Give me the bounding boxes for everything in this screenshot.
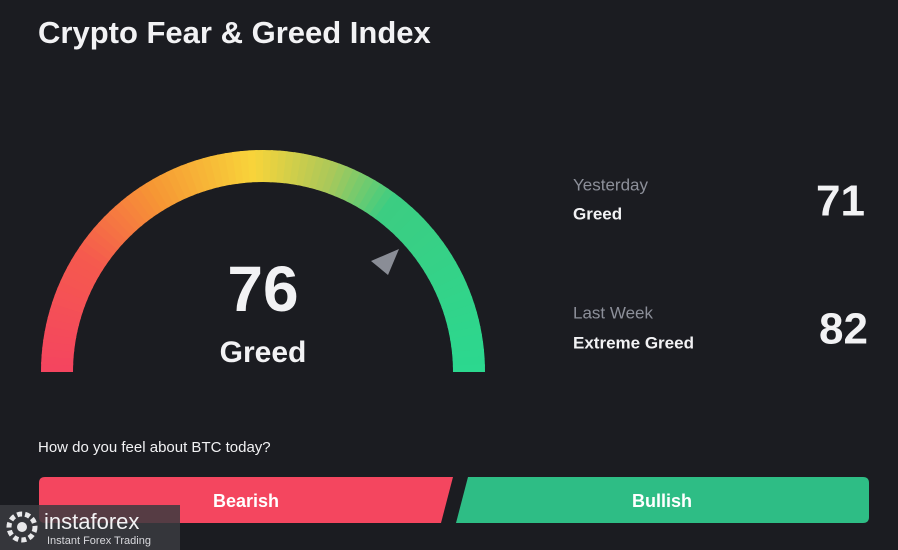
watermark-bg — [0, 505, 180, 550]
bullish-button[interactable]: Bullish — [456, 477, 869, 523]
history-period: Yesterday — [573, 175, 648, 194]
watermark-brand: instaforex — [44, 509, 139, 534]
bullish-button-label[interactable]: Bullish — [632, 491, 692, 511]
history-value: 71 — [816, 177, 865, 226]
bearish-button-label[interactable]: Bearish — [213, 491, 279, 511]
watermark-logo-core — [17, 522, 27, 532]
history-value: 82 — [819, 305, 868, 354]
watermark-logo — [6, 511, 38, 543]
gauge-arc — [41, 149, 486, 373]
gauge-label: Greed — [220, 336, 307, 369]
gauge-value: 76 — [227, 253, 298, 325]
watermark-tagline: Instant Forex Trading — [47, 535, 151, 547]
bullish-button-bg[interactable] — [456, 477, 869, 523]
watermark: instaforex Instant Forex Trading — [0, 505, 180, 550]
title: Crypto Fear & Greed Index — [38, 15, 432, 50]
question: How do you feel about BTC today? — [38, 439, 271, 456]
gauge-needle — [371, 249, 399, 275]
history-period: Last Week — [573, 303, 654, 322]
history-label: Extreme Greed — [573, 333, 694, 352]
history-label: Greed — [573, 204, 622, 223]
